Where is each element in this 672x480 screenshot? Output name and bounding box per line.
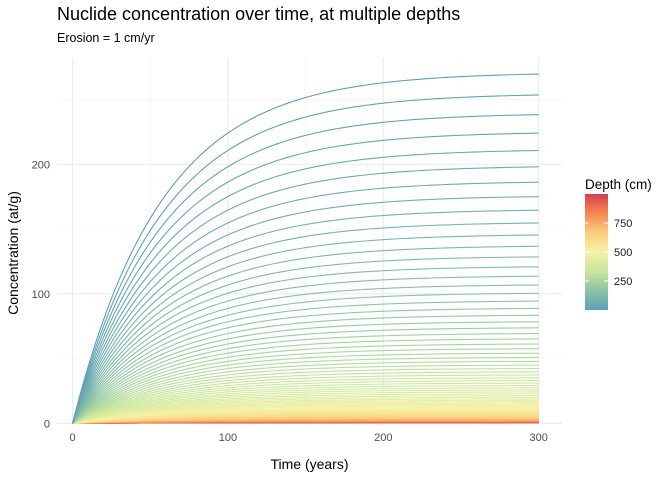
series-line xyxy=(72,256,539,424)
y-tick-label: 100 xyxy=(32,289,50,301)
x-tick-label: 200 xyxy=(374,432,392,444)
series-line xyxy=(72,73,539,424)
series-line xyxy=(72,402,539,424)
series-line xyxy=(72,314,539,424)
series-line xyxy=(72,114,539,424)
grid-layer xyxy=(57,58,562,426)
series-line xyxy=(72,275,539,424)
chart-subtitle: Erosion = 1 cm/yr xyxy=(57,31,155,45)
series-line xyxy=(72,352,539,424)
legend-ticks: 250 500 750 xyxy=(585,218,632,288)
series-line xyxy=(72,149,539,424)
y-axis-title: Concentration (at/g) xyxy=(5,191,21,315)
series-line xyxy=(72,396,539,424)
series-line xyxy=(72,132,539,424)
x-axis-title: Time (years) xyxy=(270,456,348,472)
x-tick-label: 100 xyxy=(219,432,237,444)
series-line xyxy=(72,321,539,424)
series-line xyxy=(72,166,539,424)
series-line xyxy=(72,307,539,424)
series-line xyxy=(72,407,539,424)
series-line xyxy=(72,387,539,424)
series-line xyxy=(72,222,539,424)
series-line xyxy=(72,356,539,424)
series-line xyxy=(72,181,539,424)
series-line xyxy=(72,266,539,424)
series-line xyxy=(72,292,539,424)
y-axis-ticks: 0 100 200 xyxy=(32,159,50,430)
series-line xyxy=(72,364,539,424)
legend-tick-label: 750 xyxy=(614,218,632,230)
x-tick-label: 0 xyxy=(69,432,75,444)
series-line xyxy=(72,94,539,424)
series-line xyxy=(72,300,539,424)
series-line xyxy=(72,406,539,424)
series-layer xyxy=(72,73,539,424)
series-line xyxy=(72,371,539,424)
x-axis-ticks: 0 100 200 300 xyxy=(69,432,547,444)
series-line xyxy=(72,368,539,424)
series-line xyxy=(72,360,539,424)
series-line xyxy=(72,403,539,424)
legend-title: Depth (cm) xyxy=(585,177,652,192)
series-line xyxy=(72,333,539,424)
y-tick-label: 200 xyxy=(32,159,50,171)
series-line xyxy=(72,385,539,424)
legend-tick-label: 250 xyxy=(614,276,632,288)
series-line xyxy=(72,343,539,424)
series-line xyxy=(72,404,539,424)
series-line xyxy=(72,391,539,424)
series-line xyxy=(72,398,539,424)
series-line xyxy=(72,399,539,424)
series-line xyxy=(72,382,539,424)
series-line xyxy=(72,393,539,424)
series-line xyxy=(72,374,539,424)
series-line xyxy=(72,209,539,424)
legend-tick-label: 500 xyxy=(614,247,632,259)
series-line xyxy=(72,196,539,424)
series-line xyxy=(72,389,539,424)
series-line xyxy=(72,284,539,424)
series-line xyxy=(72,395,539,424)
series-line xyxy=(72,405,539,424)
series-line xyxy=(72,234,539,424)
series-line xyxy=(72,380,539,424)
series-line xyxy=(72,401,539,424)
series-line xyxy=(72,377,539,424)
color-legend: Depth (cm) 250 500 750 xyxy=(585,177,652,310)
y-tick-label: 0 xyxy=(44,418,50,430)
series-line xyxy=(72,245,539,424)
series-line xyxy=(72,327,539,424)
series-line xyxy=(72,348,539,424)
x-tick-label: 300 xyxy=(530,432,548,444)
chart-title: Nuclide concentration over time, at mult… xyxy=(57,4,461,24)
series-line xyxy=(72,338,539,424)
legend-colorbar xyxy=(585,194,608,310)
